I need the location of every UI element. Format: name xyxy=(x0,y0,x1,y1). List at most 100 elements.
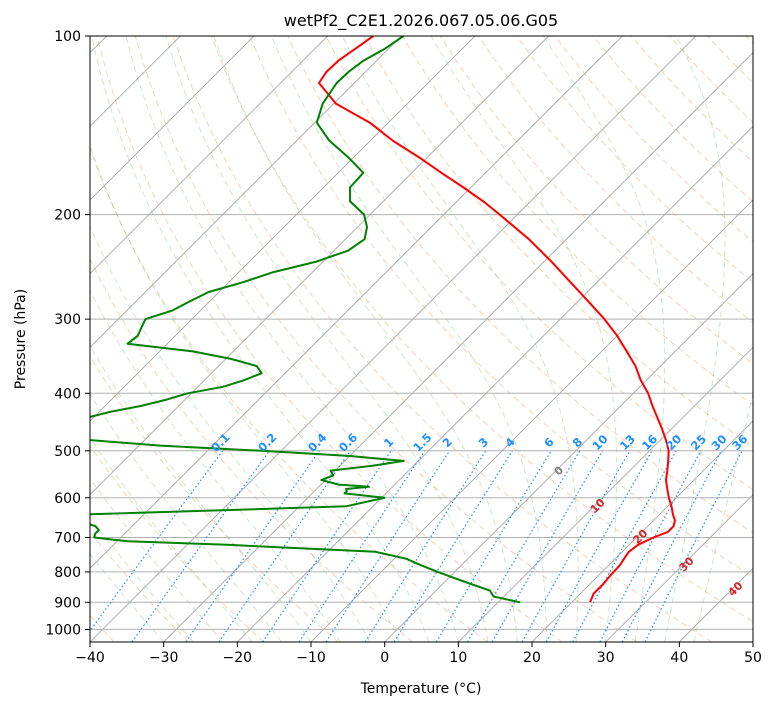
mixing-ratio-line xyxy=(545,450,653,642)
x-tick-label: 20 xyxy=(523,650,541,666)
y-axis-label: Pressure (hPa) xyxy=(13,289,29,389)
dry-adiabat-line xyxy=(211,36,753,623)
isotherm-gridline xyxy=(236,125,753,642)
moist-adiabat-line xyxy=(664,36,726,642)
x-axis-label: Temperature (°C) xyxy=(360,681,482,697)
y-tick-label: 400 xyxy=(54,386,81,402)
mixing-ratio-line xyxy=(90,450,224,632)
moist-adiabat-line xyxy=(341,36,579,642)
mixing-ratio-line xyxy=(131,450,271,642)
dry-adiabat-line xyxy=(325,36,753,491)
mixing-ratio-line xyxy=(644,450,743,642)
dry-adiabat-line xyxy=(249,36,753,578)
mixing-ratio-line xyxy=(218,450,351,642)
mixing-ratio-label: 6 xyxy=(541,435,557,451)
mixing-ratio-line xyxy=(599,450,702,642)
isotherm-gridline xyxy=(90,36,550,496)
mixing-ratio-label: 8 xyxy=(570,435,586,451)
isotherm-gridline xyxy=(90,36,329,275)
moist-adiabat-line xyxy=(90,143,400,642)
y-tick-label: 700 xyxy=(54,531,81,547)
isotherm-gridline xyxy=(90,36,697,642)
x-tick-label: 50 xyxy=(744,650,762,666)
moist-adiabat-line xyxy=(90,392,282,642)
dry-adiabat-line xyxy=(287,36,753,534)
dry-adiabat-line xyxy=(554,36,753,243)
mixing-ratio-line xyxy=(262,450,392,642)
dry-adiabat-line xyxy=(134,36,638,642)
chart-title: wetPf2_C2E1.2026.067.05.06.G05 xyxy=(284,11,558,31)
mixing-ratio-line xyxy=(572,450,677,642)
moist-adiabat-line xyxy=(91,36,430,642)
sounding-series xyxy=(90,36,676,604)
mixing-ratio-label: 30 xyxy=(708,432,729,453)
moist-adiabat-line xyxy=(90,553,165,642)
mixing-ratio-label: 1 xyxy=(381,435,397,451)
dry-adiabat-line xyxy=(516,36,753,283)
adiabat-background xyxy=(90,36,753,642)
dry-adiabat-line xyxy=(90,354,339,642)
y-tick-label: 500 xyxy=(54,444,81,460)
moist-adiabat-line xyxy=(693,391,753,642)
isotherm-gridline xyxy=(163,51,753,642)
moist-adiabat-label: 10 xyxy=(588,496,608,516)
mixing-ratio-lines xyxy=(90,450,743,642)
mixing-ratio-line xyxy=(364,450,487,642)
x-axis: −40 −30 −20 −10 0 10 20 30 40 50 xyxy=(75,642,762,666)
isotherm-gridline xyxy=(531,420,753,642)
isotherm-gridline xyxy=(752,641,753,642)
y-tick-label: 900 xyxy=(54,595,81,611)
dewpoint-line xyxy=(90,36,521,604)
isotherm-gridline xyxy=(457,346,753,642)
y-axis: 100 200 300 400 500 600 700 800 900 1000 xyxy=(45,29,90,638)
isotherm-gridline xyxy=(384,272,753,642)
isotherm-gridline xyxy=(605,493,753,642)
moist-adiabat-line xyxy=(90,344,312,642)
plot-frame xyxy=(89,35,754,643)
mixing-ratio-line xyxy=(435,450,552,642)
dry-adiabat-line xyxy=(172,36,712,642)
temperature-line xyxy=(318,36,676,603)
dry-adiabat-line xyxy=(669,36,753,124)
y-tick-label: 100 xyxy=(54,29,81,45)
moist-adiabat-label: 20 xyxy=(630,527,650,547)
mixing-ratio-label: 20 xyxy=(663,432,684,453)
dry-adiabat-line xyxy=(90,444,264,642)
dry-adiabat-line xyxy=(707,36,753,84)
moist-adiabat-line xyxy=(542,36,666,642)
mixing-ratio-line xyxy=(466,450,581,642)
moist-adiabat-line xyxy=(125,36,459,642)
y-tick-label: 800 xyxy=(54,565,81,581)
moist-adiabat-line xyxy=(90,289,341,642)
mixing-ratio-line xyxy=(298,450,426,642)
y-tick-label: 300 xyxy=(54,312,81,328)
isotherm-gridline xyxy=(90,36,255,201)
mixing-ratio-label: 10 xyxy=(589,432,610,453)
x-tick-label: −20 xyxy=(223,650,253,666)
dry-adiabat-line xyxy=(439,36,753,365)
x-tick-label: −30 xyxy=(149,650,179,666)
moist-adiabat-line xyxy=(271,36,548,642)
isotherm-gridline xyxy=(310,199,753,642)
y-tick-label: 200 xyxy=(54,208,81,224)
dry-adiabat-line xyxy=(478,36,753,324)
dry-adiabat-line xyxy=(96,36,563,642)
mixing-ratio-label: 16 xyxy=(639,432,660,453)
dry-adiabat-line xyxy=(592,36,753,203)
x-tick-label: 40 xyxy=(670,650,688,666)
x-tick-label: −40 xyxy=(75,650,105,666)
y-tick-label: 1000 xyxy=(45,622,81,638)
mixing-ratio-line xyxy=(521,450,631,642)
mixing-ratio-line xyxy=(185,450,321,642)
mixing-ratio-label: 13 xyxy=(617,432,638,453)
isotherm-gridline xyxy=(90,36,476,422)
mixing-ratio-label: 25 xyxy=(688,432,709,453)
y-tick-label: 600 xyxy=(54,491,81,507)
isotherm-gridline xyxy=(678,567,753,642)
moist-adiabat-line xyxy=(165,36,489,642)
dry-adiabat-line xyxy=(90,257,414,642)
x-tick-label: 30 xyxy=(597,650,615,666)
moist-adiabat-line xyxy=(90,436,253,642)
moist-adiabat-line xyxy=(90,477,223,642)
